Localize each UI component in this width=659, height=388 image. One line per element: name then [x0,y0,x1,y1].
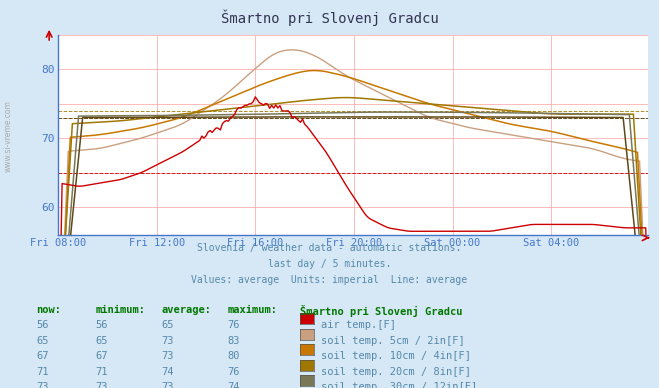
Text: soil temp. 10cm / 4in[F]: soil temp. 10cm / 4in[F] [321,351,471,361]
Text: 65: 65 [36,336,49,346]
Text: 56: 56 [36,320,49,330]
Text: 83: 83 [227,336,240,346]
Text: 65: 65 [96,336,108,346]
Text: 65: 65 [161,320,174,330]
Text: Slovenia / weather data - automatic stations.: Slovenia / weather data - automatic stat… [197,242,462,253]
Text: last day / 5 minutes.: last day / 5 minutes. [268,259,391,269]
Text: average:: average: [161,305,212,315]
Text: 56: 56 [96,320,108,330]
Text: www.si-vreme.com: www.si-vreme.com [3,100,13,172]
Text: 74: 74 [227,382,240,388]
Text: 76: 76 [227,320,240,330]
Text: 73: 73 [96,382,108,388]
Text: maximum:: maximum: [227,305,277,315]
Text: 71: 71 [36,367,49,377]
Text: 76: 76 [227,367,240,377]
Text: 73: 73 [161,382,174,388]
Text: minimum:: minimum: [96,305,146,315]
Text: Values: average  Units: imperial  Line: average: Values: average Units: imperial Line: av… [191,275,468,285]
Text: 67: 67 [96,351,108,361]
Text: 73: 73 [36,382,49,388]
Text: soil temp. 5cm / 2in[F]: soil temp. 5cm / 2in[F] [321,336,465,346]
Text: 74: 74 [161,367,174,377]
Text: soil temp. 20cm / 8in[F]: soil temp. 20cm / 8in[F] [321,367,471,377]
Text: 80: 80 [227,351,240,361]
Text: 67: 67 [36,351,49,361]
Text: 73: 73 [161,336,174,346]
Text: Šmartno pri Slovenj Gradcu: Šmartno pri Slovenj Gradcu [221,10,438,26]
Text: air temp.[F]: air temp.[F] [321,320,396,330]
Text: 71: 71 [96,367,108,377]
Text: now:: now: [36,305,61,315]
Text: 73: 73 [161,351,174,361]
Text: Šmartno pri Slovenj Gradcu: Šmartno pri Slovenj Gradcu [300,305,463,317]
Text: soil temp. 30cm / 12in[F]: soil temp. 30cm / 12in[F] [321,382,477,388]
